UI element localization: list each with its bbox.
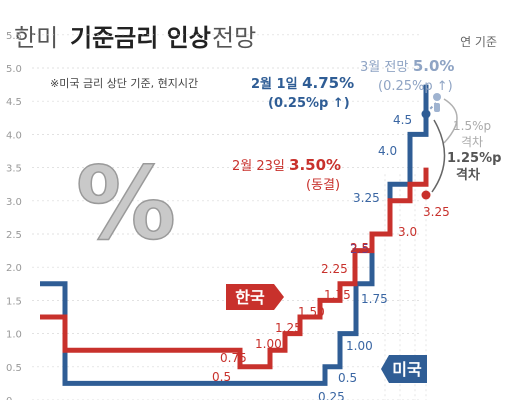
y-tick-label: 1.0 (6, 330, 22, 341)
forecast-annotation: 3월 전망 5.0% (360, 57, 454, 75)
korea-data-label: 0.75 (220, 351, 247, 365)
y-tick-label: 0.5 (6, 363, 22, 374)
korea-data-label: 1.75 (324, 288, 351, 302)
gap-forecast-value: 1.5%p (453, 119, 491, 133)
y-tick-label: 4.0 (6, 130, 22, 141)
y-tick-label: 3.5 (6, 164, 22, 175)
legend-usa-tag (381, 355, 427, 383)
usa-change: (0.25%p ↑) (268, 96, 350, 111)
y-tick-label: 3.0 (6, 197, 22, 208)
gap-forecast-bracket (443, 98, 458, 144)
usa-annotation-date: 2월 1일 4.75% (251, 74, 354, 92)
usa-date: 2월 1일 (251, 76, 298, 92)
y-tick-label: 2.0 (6, 263, 22, 274)
forecast-month: 3월 전망 (360, 60, 408, 75)
usa-data-label: 3.25 (353, 191, 380, 205)
title-bold: 기준금리 인상 (70, 24, 211, 52)
korea-data-label: 1.00 (255, 337, 282, 351)
gap-now-bracket (431, 119, 446, 193)
person-icon-body (434, 103, 440, 112)
y-tick-label: 5.0 (6, 64, 22, 75)
legend-korea: 한국 (226, 284, 284, 310)
usa-line (40, 84, 429, 386)
person-icon (433, 93, 441, 101)
korea-line (40, 167, 429, 370)
legend-usa: 미국 (381, 355, 427, 383)
korea-end-dot (421, 190, 431, 200)
note-text: ※미국 금리 상단 기준, 현지시간 (50, 77, 198, 90)
forecast-value: 5.0% (413, 57, 455, 75)
unit-label: 연 기준 (460, 35, 497, 49)
usa-data-label: 0.25 (318, 390, 345, 400)
korea-data-label: 0.5 (212, 370, 231, 384)
title-tail: 전망 (212, 24, 256, 52)
korea-data-label: 3.25 (423, 205, 450, 219)
percent-symbol: % (76, 145, 176, 262)
gap-now-value: 1.25%p (447, 151, 501, 166)
korea-data-label: 2.25 (321, 262, 348, 276)
y-tick-label: 0 (6, 396, 12, 400)
gap-now-word: 격차 (456, 167, 480, 183)
korea-change: (동결) (306, 178, 340, 193)
title-light: 한미 (14, 24, 58, 52)
legend-korea-tag (226, 284, 284, 310)
korea-data-label: 2.5 (350, 241, 369, 255)
korea-data-label: 3.0 (398, 225, 417, 239)
data-labels: 0.25 0.5 1.00 1.75 2.5 3.25 4.0 4.5 0.5 0.75 1.00 1… (212, 113, 450, 400)
usa-data-label: 1.75 (361, 292, 388, 306)
forecast-change: (0.25%p ↑) (378, 79, 453, 94)
usa-data-label: 4.0 (378, 144, 397, 158)
korea-value: 3.50% (289, 156, 341, 174)
y-tick-label: 4.5 (6, 97, 22, 108)
y-axis: 0 0.5 1.0 1.5 2.0 2.5 3.0 3.5 4.0 4.5 5.0 5.5 (6, 31, 22, 400)
usa-end-dot (421, 109, 431, 119)
korea-annotation: 2월 23일 3.50% (232, 156, 341, 174)
korea-data-label: 1.50 (298, 305, 325, 319)
gap-forecast-word: 격차 (461, 135, 483, 149)
y-tick-label: 1.5 (6, 296, 22, 307)
y-tick-label: 5.5 (6, 31, 22, 42)
legend-korea-label: 한국 (235, 288, 265, 307)
series-lines (40, 84, 429, 386)
usa-data-label: 0.5 (338, 371, 357, 385)
usa-data-label: 1.00 (346, 339, 373, 353)
usa-data-label: 4.5 (393, 113, 412, 127)
korea-data-label: 1.25 (275, 321, 302, 335)
legend-usa-label: 미국 (392, 360, 422, 379)
usa-value: 4.75% (302, 74, 354, 92)
y-tick-label: 2.5 (6, 230, 22, 241)
korea-date: 2월 23일 (232, 159, 285, 174)
usa-data-label: 2.5 (350, 242, 369, 256)
